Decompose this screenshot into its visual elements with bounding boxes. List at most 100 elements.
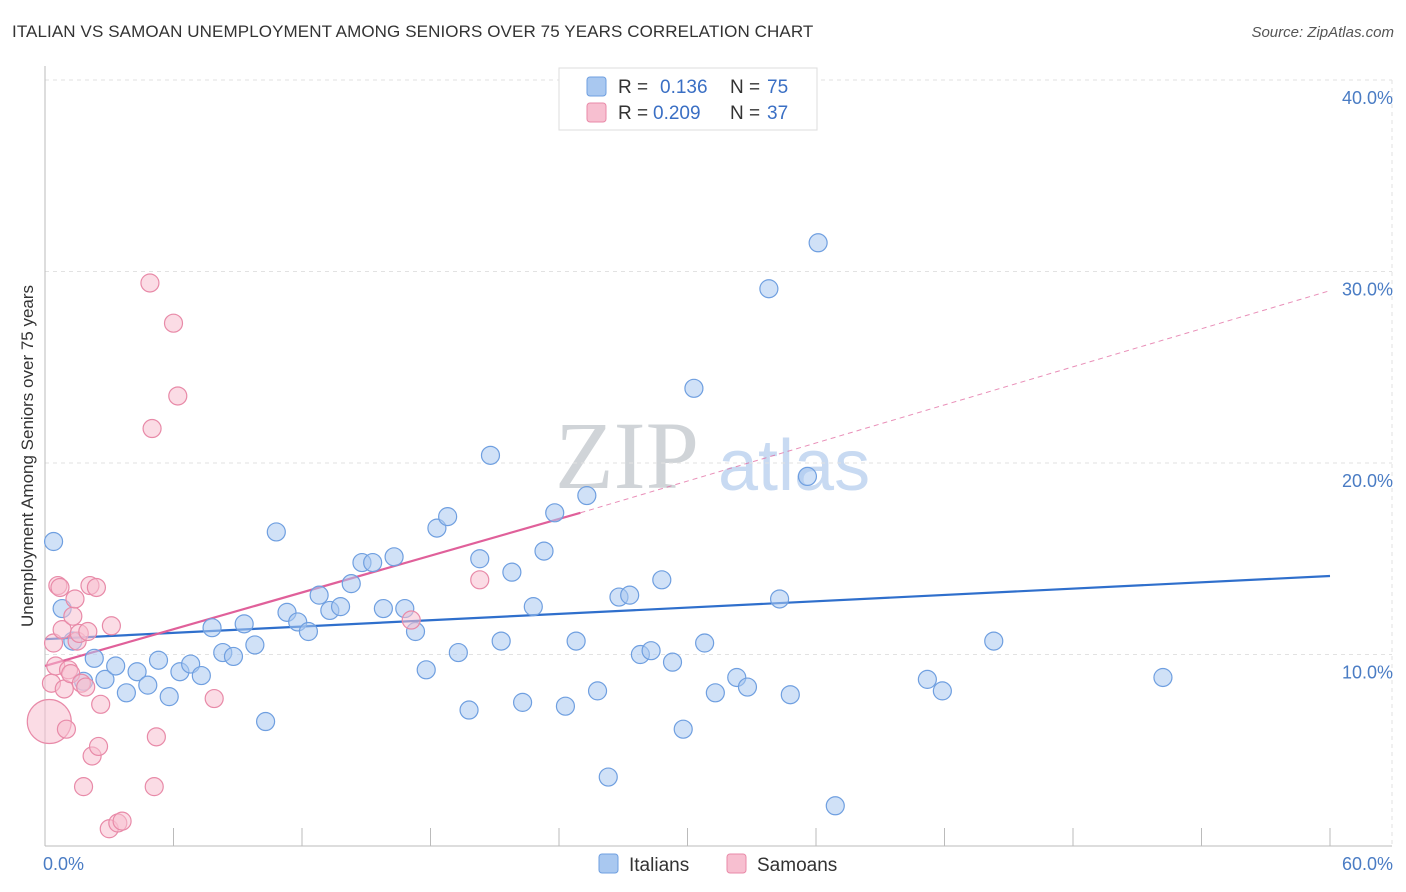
bottom-legend-label-samoans: Samoans (757, 855, 837, 876)
point-italians (620, 585, 640, 605)
point-italians (470, 549, 490, 569)
point-italians (95, 669, 115, 689)
bottom-legend-label-italians: Italians (629, 855, 689, 876)
y-axis-label: Unemployment Among Seniors over 75 years (18, 285, 37, 627)
point-italians (341, 574, 361, 594)
point-italians (534, 541, 554, 561)
point-italians (587, 681, 608, 701)
point-italians (159, 687, 179, 707)
point-italians (191, 665, 211, 686)
point-italians (917, 669, 937, 689)
point-italians (202, 618, 222, 638)
point-italians (780, 685, 800, 705)
point-italians (127, 662, 147, 682)
watermark-zip: ZIP (555, 402, 699, 509)
point-samoans (86, 577, 107, 598)
point-italians (684, 378, 704, 398)
point-italians (223, 646, 244, 667)
point-italians (759, 279, 779, 299)
legend-n-label-samoans: N = (730, 103, 760, 124)
point-italians (662, 652, 683, 672)
point-samoans (88, 736, 109, 757)
legend: R = 0.136 N = 75 R = 0.209 N = 37 (558, 67, 818, 131)
point-italians (84, 648, 104, 668)
point-samoans (146, 727, 166, 747)
point-italians (652, 570, 672, 590)
point-italians (1153, 667, 1173, 688)
point-italians (555, 696, 576, 716)
legend-r-value-samoans: 0.209 (653, 103, 701, 124)
point-italians (808, 233, 828, 253)
point-samoans (63, 606, 83, 626)
legend-r-value-italians: 0.136 (660, 77, 708, 98)
point-italians (309, 585, 329, 605)
point-samoans (91, 694, 111, 714)
tick-labels: 10.0% 20.0% 30.0% 40.0% 0.0% 60.0% (43, 88, 1393, 874)
bottom-legend-swatch-samoans (726, 853, 747, 874)
watermark-atlas: atlas (718, 426, 870, 506)
point-italians (737, 677, 758, 697)
bottom-legend: Italians Samoans (598, 853, 837, 876)
point-italians (577, 485, 597, 506)
point-italians (255, 711, 276, 732)
point-italians (459, 700, 479, 720)
point-italians (373, 598, 393, 619)
point-italians (438, 507, 458, 527)
point-italians (797, 466, 818, 487)
point-italians (363, 552, 383, 573)
point-italians (769, 589, 790, 609)
x-tick-label-right: 60.0% (1342, 854, 1393, 874)
legend-n-value-samoans: 37 (767, 103, 788, 124)
legend-swatch-italians (586, 76, 607, 97)
point-italians (234, 614, 254, 634)
point-samoans (470, 570, 490, 590)
legend-r-label-italians: R = (618, 77, 648, 98)
point-italians (491, 631, 511, 651)
point-italians (43, 531, 64, 552)
point-italians (245, 635, 265, 655)
y-tick-label: 30.0% (1342, 280, 1393, 300)
point-samoans (43, 633, 64, 653)
point-italians (512, 692, 533, 712)
point-italians (330, 597, 351, 617)
bottom-legend-swatch-italians (598, 853, 619, 874)
point-samoans (144, 777, 164, 797)
point-samoans (56, 719, 77, 739)
legend-n-label-italians: N = (730, 77, 760, 98)
point-italians (695, 633, 715, 653)
point-italians (298, 621, 319, 642)
gridlines (45, 79, 1393, 846)
point-italians (825, 796, 845, 816)
y-tick-label: 10.0% (1342, 663, 1393, 683)
point-italians (566, 631, 586, 651)
point-italians (932, 681, 952, 701)
x-tick-label-left: 0.0% (43, 854, 84, 874)
legend-r-label-samoans: R = (618, 103, 648, 124)
trend-line-italians (44, 574, 1331, 641)
point-italians (266, 522, 286, 542)
point-italians (138, 675, 158, 695)
chart-title: ITALIAN VS SAMOAN UNEMPLOYMENT AMONG SEN… (12, 22, 814, 41)
point-samoans (78, 621, 98, 642)
y-tick-label: 20.0% (1342, 471, 1393, 491)
point-italians (598, 767, 618, 787)
point-samoans (142, 418, 162, 439)
point-samoans (101, 616, 121, 636)
trend-line-samoans-extension (580, 290, 1331, 514)
point-samoans (50, 577, 70, 598)
point-italians (106, 656, 126, 676)
point-italians (545, 503, 565, 523)
point-italians (705, 683, 725, 703)
point-samoans (73, 777, 94, 797)
point-samoans (168, 386, 188, 406)
point-italians (148, 650, 169, 670)
point-samoans (65, 589, 85, 609)
legend-n-value-italians: 75 (767, 77, 788, 98)
source-credit: Source: ZipAtlas.com (1251, 24, 1394, 41)
point-italians (502, 562, 522, 582)
point-italians (116, 683, 136, 703)
data-points (26, 233, 1173, 839)
point-italians (641, 641, 661, 661)
point-samoans (401, 610, 421, 630)
